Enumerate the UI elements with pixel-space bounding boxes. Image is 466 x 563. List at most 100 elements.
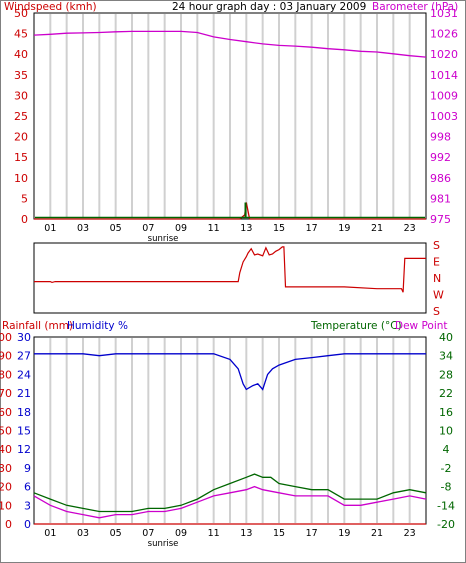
rainfall-tick: 80 — [0, 368, 12, 381]
wind-baro-x-tick: 19 — [338, 223, 350, 234]
barometer-axis-title: Barometer (hPa) — [372, 1, 459, 13]
temp-hum-x-tick: 15 — [273, 528, 285, 539]
rainfall-tick: 60 — [0, 406, 12, 419]
windspeed-tick: 10 — [14, 172, 28, 185]
barometer-tick: 1031 — [430, 7, 458, 20]
humidity-tick: 27 — [17, 350, 31, 363]
temp-hum-x-tick: 01 — [44, 528, 56, 539]
windspeed-tick: 50 — [14, 7, 28, 20]
temp-hum-x-tick: 05 — [110, 528, 122, 539]
barometer-tick: 986 — [430, 172, 451, 185]
rainfall-tick: 30 — [0, 462, 12, 475]
barometer-tick: 975 — [430, 213, 451, 226]
wind-direction-label: N — [433, 272, 441, 285]
wind-direction-label: E — [433, 256, 440, 269]
temp-hum-sunrise-label: sunrise — [148, 539, 179, 549]
temperature-tick: -14 — [437, 499, 455, 512]
chart-title: 24 hour graph day : 03 January 2009 — [172, 1, 367, 13]
wind-direction-label: W — [433, 289, 444, 302]
temp-hum-x-tick: 23 — [404, 528, 416, 539]
temperature-tick: 34 — [439, 350, 453, 363]
wind-baro-sunrise-label: sunrise — [148, 234, 179, 244]
wind-direction-label: S — [433, 239, 440, 252]
temperature-tick: 4 — [443, 443, 450, 456]
wind-direction-label: S — [433, 305, 440, 318]
rainfall-tick: 100 — [0, 331, 12, 344]
temp-hum-x-tick: 21 — [371, 528, 383, 539]
windspeed-tick: 40 — [14, 48, 28, 61]
humidity-tick: 6 — [24, 481, 31, 494]
temp-hum-x-tick: 07 — [142, 528, 154, 539]
windspeed-tick: 35 — [14, 69, 28, 82]
temp-hum-x-tick: 03 — [77, 528, 89, 539]
rainfall-tick: 70 — [0, 387, 12, 400]
wind-baro-x-tick: 13 — [240, 223, 252, 234]
windspeed-tick: 30 — [14, 89, 28, 102]
humidity-tick: 3 — [24, 499, 31, 512]
rainfall-tick: 90 — [0, 350, 12, 363]
temp-hum-x-tick: 09 — [175, 528, 187, 539]
temp-hum-x-tick: 17 — [306, 528, 318, 539]
wind-baro-x-tick: 23 — [404, 223, 416, 234]
temperature-tick: 16 — [439, 406, 453, 419]
temperature-tick: 40 — [439, 331, 453, 344]
wind-baro-x-tick: 07 — [142, 223, 154, 234]
windspeed-tick: 5 — [21, 192, 28, 205]
wind-baro-x-tick: 09 — [175, 223, 187, 234]
barometer-tick: 992 — [430, 151, 451, 164]
barometer-tick: 1026 — [430, 28, 458, 41]
temp-hum-x-tick: 11 — [208, 528, 220, 539]
rainfall-tick: 40 — [0, 443, 12, 456]
humidity-tick: 12 — [17, 443, 31, 456]
temperature-tick: 28 — [439, 368, 453, 381]
temperature-tick: -2 — [441, 462, 452, 475]
temperature-axis-title: Temperature (°C) — [311, 320, 402, 332]
windspeed-tick: 45 — [14, 28, 28, 41]
rainfall-tick: 50 — [0, 425, 12, 438]
windspeed-tick: 0 — [21, 213, 28, 226]
barometer-tick: 981 — [430, 192, 451, 205]
humidity-tick: 0 — [24, 518, 31, 531]
humidity-tick: 15 — [17, 425, 31, 438]
temperature-tick: -20 — [437, 518, 455, 531]
windspeed-axis-title: Windspeed (kmh) — [4, 1, 97, 13]
temp-hum-x-tick: 19 — [338, 528, 350, 539]
windspeed-tick: 15 — [14, 151, 28, 164]
wind-baro-x-tick: 15 — [273, 223, 285, 234]
wind-baro-x-tick: 03 — [77, 223, 89, 234]
humidity-line — [34, 353, 426, 391]
wind-direction-line — [34, 246, 426, 293]
barometer-tick: 1009 — [430, 89, 458, 102]
wind-baro-x-tick: 17 — [306, 223, 318, 234]
wind-direction-plot-area — [33, 242, 427, 314]
wind-baro-x-tick: 01 — [44, 223, 56, 234]
windspeed-tick: 25 — [14, 110, 28, 123]
rainfall-tick: 20 — [0, 481, 12, 494]
humidity-tick: 9 — [24, 462, 31, 475]
temperature-line — [33, 473, 427, 513]
humidity-tick: 21 — [17, 387, 31, 400]
temperature-tick: -8 — [441, 481, 452, 494]
temperature-tick: 10 — [439, 425, 453, 438]
humidity-tick: 24 — [17, 368, 31, 381]
dewpoint-axis-title: Dew Point — [395, 320, 448, 332]
temp-hum-x-tick: 13 — [240, 528, 252, 539]
humidity-tick: 18 — [17, 406, 31, 419]
temperature-tick: 22 — [439, 387, 453, 400]
rainfall-tick: 0 — [5, 518, 12, 531]
dewpoint-line — [33, 485, 427, 519]
wind-baro-x-tick: 11 — [208, 223, 220, 234]
barometer-tick: 998 — [430, 131, 451, 144]
humidity-axis-title: Humidity % — [67, 320, 128, 332]
barometer-line — [33, 30, 427, 58]
rainfall-axis-title: Rainfall (mm) — [2, 320, 74, 332]
barometer-tick: 1003 — [430, 110, 458, 123]
humidity-tick: 30 — [17, 331, 31, 344]
windspeed-tick: 20 — [14, 131, 28, 144]
wind-baro-x-tick: 05 — [110, 223, 122, 234]
barometer-tick: 1014 — [430, 69, 458, 82]
rainfall-tick: 10 — [0, 499, 12, 512]
barometer-tick: 1020 — [430, 48, 458, 61]
wind-baro-x-tick: 21 — [371, 223, 383, 234]
